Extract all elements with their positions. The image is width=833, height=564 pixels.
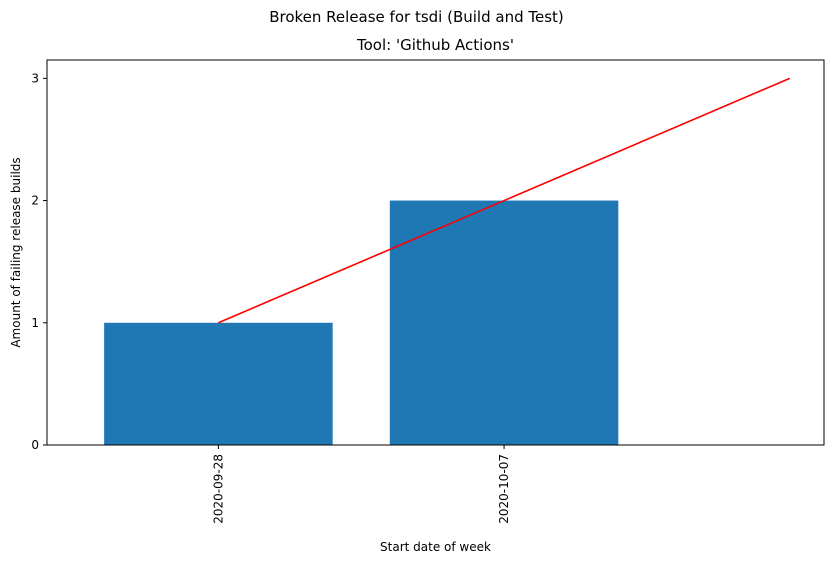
bar-2020-09-28 xyxy=(104,322,333,445)
y-axis-label: Amount of failing release builds xyxy=(9,157,23,347)
x-tick-label: 2020-10-07 xyxy=(497,454,511,524)
plot-frame xyxy=(46,59,825,446)
y-tick-label: 3 xyxy=(31,71,39,85)
y-tick-label: 0 xyxy=(31,438,39,452)
x-axis-label: Start date of week xyxy=(380,540,491,554)
figure-suptitle: Broken Release for tsdi (Build and Test) xyxy=(269,8,564,26)
x-axis-ticks: 2020-09-28 2020-10-07 xyxy=(211,445,511,524)
y-axis-ticks: 0 1 2 3 xyxy=(31,71,47,452)
x-tick-label: 2020-09-28 xyxy=(211,454,225,524)
bar-2020-10-07 xyxy=(389,200,619,445)
trend-line-group xyxy=(218,77,791,324)
bars-group xyxy=(104,200,619,445)
chart-title: Tool: 'Github Actions' xyxy=(357,36,514,54)
y-tick-label: 1 xyxy=(31,316,39,330)
trend-line xyxy=(218,77,791,324)
y-tick-label: 2 xyxy=(31,194,39,208)
